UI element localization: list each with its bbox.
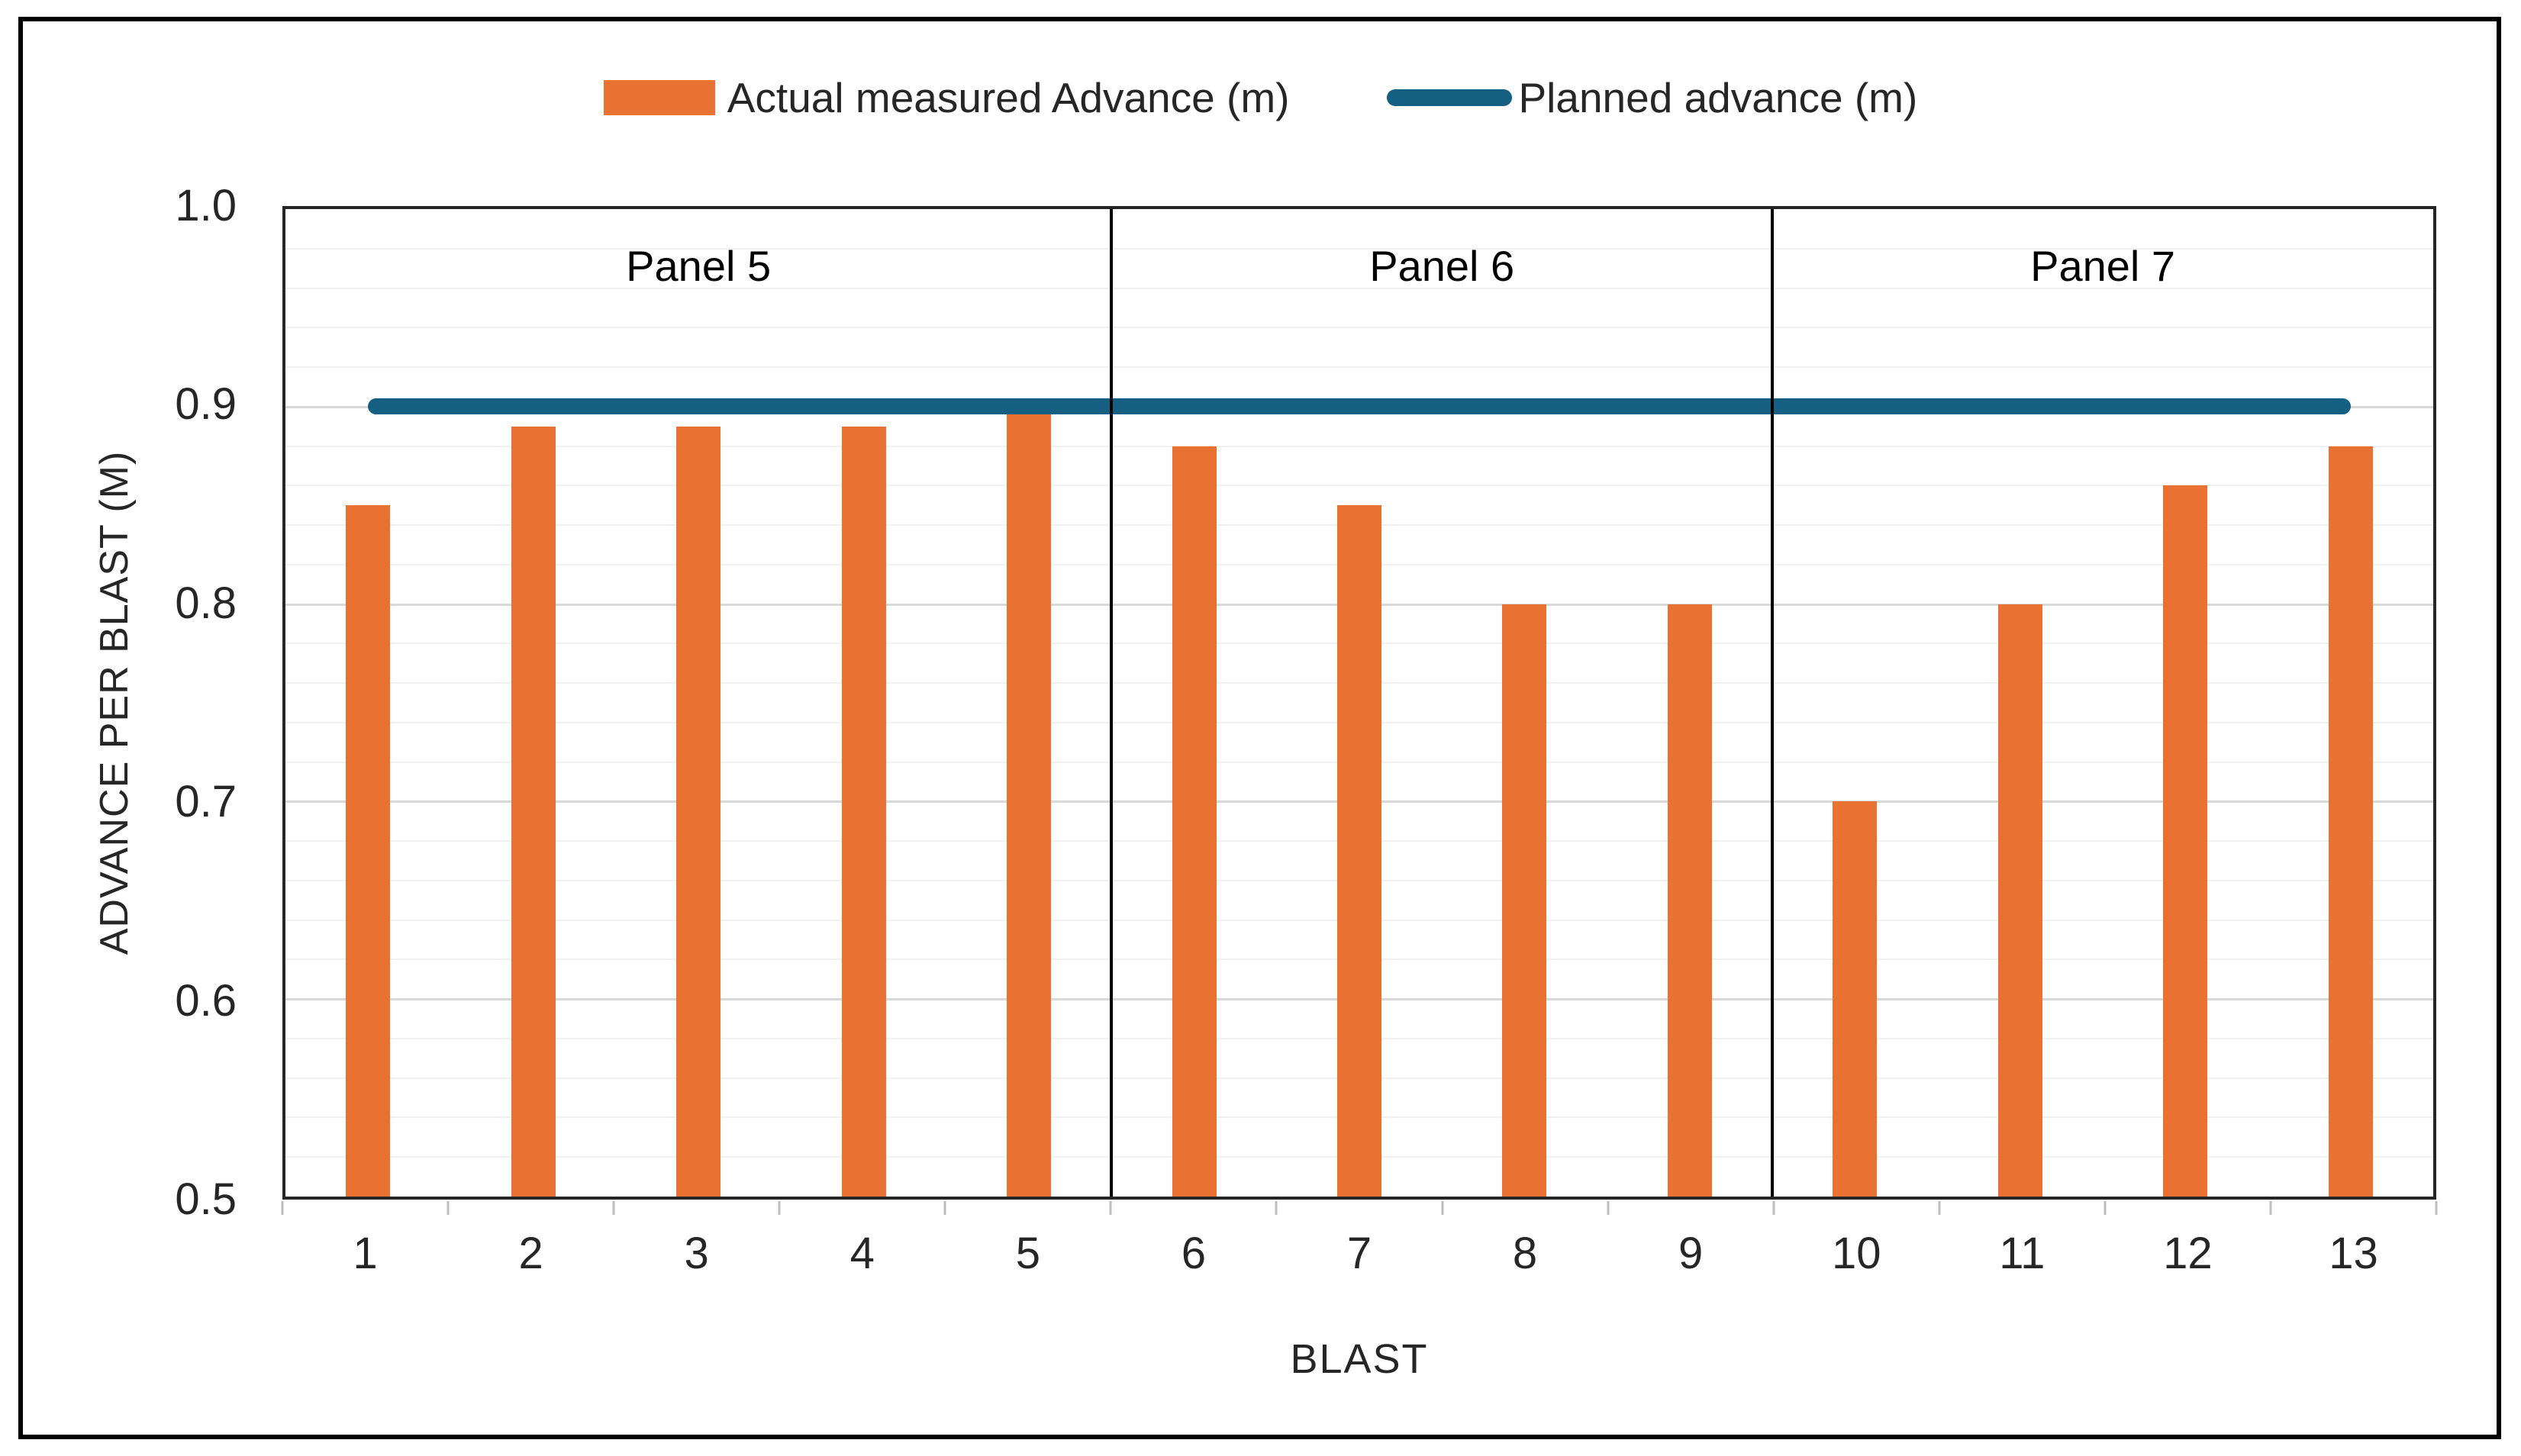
x-tick-label: 2 xyxy=(518,1229,543,1278)
x-tick-label: 13 xyxy=(2329,1229,2378,1278)
x-axis-tick-mark xyxy=(612,1201,615,1215)
x-axis-tick-mark xyxy=(2435,1201,2438,1215)
legend-line-swatch xyxy=(1387,89,1513,106)
panel-label: Panel 6 xyxy=(1369,242,1515,290)
y-tick-label: 1.0 xyxy=(175,181,237,230)
x-tick-label: 6 xyxy=(1181,1229,1207,1278)
planned-advance-line xyxy=(368,398,2351,415)
x-tick-label: 3 xyxy=(684,1229,709,1278)
bar-blast-5 xyxy=(1007,406,1052,1197)
bar-blast-3 xyxy=(676,426,721,1197)
x-axis-title: BLAST xyxy=(1290,1336,1429,1382)
x-tick-label: 5 xyxy=(1015,1229,1040,1278)
y-tick-label: 0.6 xyxy=(175,975,237,1026)
bar-blast-9 xyxy=(1667,604,1712,1197)
x-axis-tick-mark xyxy=(446,1201,450,1215)
x-axis-tick-mark xyxy=(1109,1201,1112,1215)
legend-label-planned: Planned advance (m) xyxy=(1518,74,1918,121)
x-tick-label: 7 xyxy=(1346,1229,1372,1278)
minor-gridline xyxy=(285,445,2433,447)
bar-blast-12 xyxy=(2163,485,2208,1197)
x-axis-tick-mark xyxy=(1772,1201,1775,1215)
y-tick-label: 0.7 xyxy=(175,777,237,827)
x-tick-label: 9 xyxy=(1678,1229,1704,1278)
bar-blast-11 xyxy=(1997,604,2042,1197)
x-axis-tick-mark xyxy=(2104,1201,2107,1215)
panel-label: Panel 5 xyxy=(626,242,772,290)
x-tick-label: 8 xyxy=(1512,1229,1538,1278)
minor-gridline xyxy=(285,366,2433,369)
bar-blast-2 xyxy=(511,426,556,1197)
panel-label: Panel 7 xyxy=(2030,242,2176,290)
x-tick-label: 1 xyxy=(353,1229,378,1278)
minor-gridline xyxy=(285,247,2433,250)
bar-blast-4 xyxy=(841,426,886,1197)
x-tick-label: 4 xyxy=(849,1229,875,1278)
x-axis-tick-mark xyxy=(1938,1201,1941,1215)
plot-area: Panel 5 Panel 6 Panel 7 xyxy=(282,206,2436,1200)
y-tick-label: 0.5 xyxy=(175,1174,237,1224)
x-axis-tick-mark xyxy=(778,1201,781,1215)
minor-gridline xyxy=(285,485,2433,487)
x-axis-tick-mark xyxy=(1275,1201,1278,1215)
legend: Actual measured Advance (m) Planned adva… xyxy=(0,73,2521,122)
y-tick-label: 0.8 xyxy=(175,578,237,628)
x-axis-tick-mark xyxy=(943,1201,946,1215)
panel-separator xyxy=(1771,209,1775,1197)
bar-blast-8 xyxy=(1502,604,1547,1197)
x-tick-label: 11 xyxy=(1999,1229,2045,1278)
x-axis-tick-mark xyxy=(2269,1201,2272,1215)
legend-bar-swatch xyxy=(603,80,715,115)
legend-item-actual: Actual measured Advance (m) xyxy=(603,73,1290,122)
minor-gridline xyxy=(285,287,2433,289)
bar-blast-6 xyxy=(1172,446,1217,1197)
x-tick-label: 12 xyxy=(2163,1229,2213,1278)
bar-blast-10 xyxy=(1833,801,1878,1197)
panel-separator xyxy=(1110,209,1114,1197)
bar-blast-7 xyxy=(1337,505,1381,1197)
x-axis-tick-mark xyxy=(1441,1201,1444,1215)
y-axis-title: ADVANCE PER BLAST (M) xyxy=(92,450,137,955)
x-axis-tick-mark xyxy=(1607,1201,1610,1215)
bar-blast-1 xyxy=(346,505,391,1197)
bar-blast-13 xyxy=(2328,446,2373,1197)
x-tick-label: 10 xyxy=(1831,1229,1881,1278)
minor-gridline xyxy=(285,327,2433,329)
x-axis-tick-mark xyxy=(281,1201,284,1215)
legend-item-planned: Planned advance (m) xyxy=(1387,73,1917,122)
y-tick-label: 0.9 xyxy=(175,379,237,430)
legend-label-actual: Actual measured Advance (m) xyxy=(727,74,1290,121)
